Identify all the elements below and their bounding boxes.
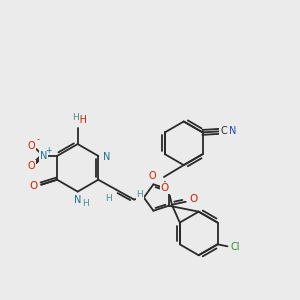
Text: +: + — [45, 146, 51, 155]
Text: N: N — [229, 126, 236, 136]
Text: H: H — [105, 194, 112, 203]
Text: O: O — [80, 116, 87, 126]
Text: O: O — [28, 141, 35, 151]
Text: H: H — [136, 190, 143, 199]
Text: O: O — [29, 181, 38, 191]
Text: H: H — [82, 199, 89, 208]
Text: -: - — [37, 136, 40, 145]
Text: Cl: Cl — [231, 242, 240, 252]
Text: OH: OH — [72, 115, 87, 125]
Text: H: H — [73, 116, 80, 125]
Text: O: O — [161, 183, 169, 193]
Text: N: N — [103, 152, 110, 162]
Text: O: O — [28, 161, 35, 171]
Text: N: N — [74, 194, 81, 205]
Text: C: C — [220, 126, 227, 136]
Text: H: H — [72, 113, 79, 122]
Text: O: O — [148, 171, 156, 182]
Text: N: N — [40, 151, 47, 161]
Text: O: O — [190, 194, 198, 204]
